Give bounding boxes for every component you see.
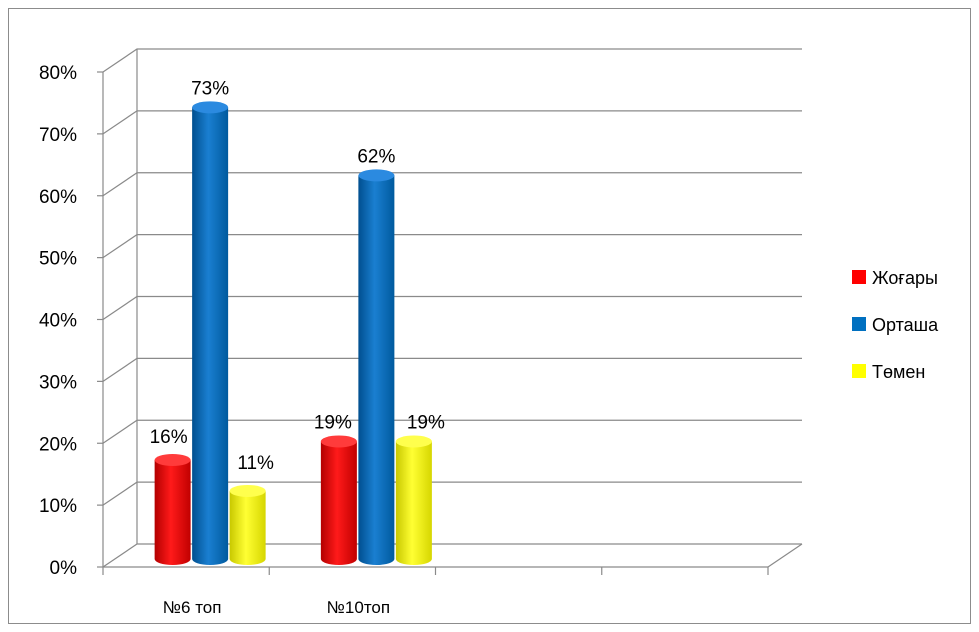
bar-body xyxy=(358,175,395,565)
floor-edge xyxy=(767,543,803,568)
legend-swatch xyxy=(852,364,866,378)
y-tick-label: 70% xyxy=(39,125,77,146)
data-label: 16% xyxy=(150,427,188,448)
data-label: 19% xyxy=(407,412,445,433)
bar-body xyxy=(229,490,266,565)
gridline xyxy=(102,48,802,73)
label-layer: 16% 73% 11% 19% 62% 19% xyxy=(150,78,445,474)
axis-layer: 0% 10% 20% 30% 40% 50% 60% 70% 80% №6 топ №10топ xyxy=(39,49,803,617)
y-tick-label: 20% xyxy=(39,434,77,455)
x-tick-label: №6 топ xyxy=(163,598,222,617)
y-tick-label: 50% xyxy=(39,249,77,270)
bar-top xyxy=(192,101,229,114)
bar-top xyxy=(320,435,357,448)
x-tick-label: №10топ xyxy=(327,598,390,617)
bar-layer xyxy=(154,101,432,565)
legend-label: Жоғары xyxy=(872,268,938,288)
data-label: 62% xyxy=(357,146,395,167)
bar-body xyxy=(320,441,357,565)
legend-label: Төмен xyxy=(872,362,925,382)
bar-top xyxy=(358,169,395,182)
legend: Жоғары Орташа Төмен xyxy=(852,268,939,382)
data-label: 19% xyxy=(314,412,352,433)
data-label: 73% xyxy=(191,78,229,99)
bar-body xyxy=(395,441,432,565)
bar-body xyxy=(154,460,191,565)
data-label: 11% xyxy=(237,453,274,474)
y-tick-label: 0% xyxy=(50,558,78,579)
legend-swatch xyxy=(852,317,866,331)
y-tick-label: 60% xyxy=(39,187,77,208)
y-tick-label: 80% xyxy=(39,63,77,84)
legend-label: Орташа xyxy=(872,315,939,335)
bar-body xyxy=(192,107,229,565)
bar-top xyxy=(229,484,266,497)
y-tick-label: 10% xyxy=(39,496,77,517)
y-tick-label: 40% xyxy=(39,311,77,332)
legend-swatch xyxy=(852,270,866,284)
y-tick-label: 30% xyxy=(39,372,77,393)
bar-top xyxy=(395,435,432,448)
bar-top xyxy=(154,454,191,466)
